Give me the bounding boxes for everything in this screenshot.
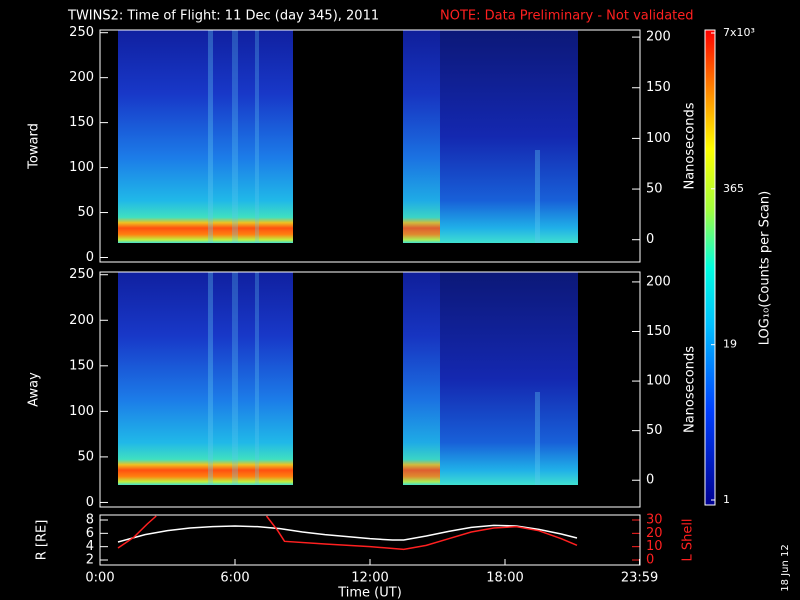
y2-tick-label: 20 — [646, 526, 663, 541]
y-tick-label: 150 — [69, 358, 94, 373]
colorbar-label: LOG₁₀(Counts per Scan) — [758, 191, 773, 346]
y2-tick-label: 0 — [646, 232, 654, 247]
y-axis-label: R [RE] — [35, 520, 50, 561]
plot-frame — [99, 514, 641, 566]
chart-title: TWINS2: Time of Flight: 11 Dec (day 345)… — [67, 9, 379, 24]
y2-tick-label: 0 — [646, 473, 654, 488]
y2-axis-label: L Shell — [681, 518, 696, 561]
x-tick-label: 18:00 — [486, 571, 523, 586]
spectrogram-toward — [118, 30, 578, 243]
x-tick-label: 12:00 — [351, 571, 388, 586]
y-tick-label: 8 — [86, 513, 94, 528]
y2-tick-label: 30 — [646, 513, 663, 528]
plot-frame — [99, 29, 641, 263]
y2-axis-label: Nanoseconds — [683, 346, 698, 433]
y-tick-label: 100 — [69, 404, 94, 419]
y-axis-label: Toward — [27, 123, 42, 170]
y2-tick-label: 10 — [646, 539, 663, 554]
series-line — [117, 524, 578, 543]
y2-tick-label: 200 — [646, 30, 671, 45]
colorbar-tick-label: 1 — [723, 493, 730, 506]
y-tick-label: 200 — [69, 70, 94, 85]
y2-tick-label: 150 — [646, 324, 671, 339]
plot-frame — [99, 271, 641, 508]
y-tick-label: 250 — [69, 25, 94, 40]
y-tick-label: 200 — [69, 313, 94, 328]
y-tick-label: 50 — [77, 449, 94, 464]
y-tick-label: 250 — [69, 267, 94, 282]
spectrogram-away — [118, 272, 578, 485]
y-tick-label: 0 — [86, 250, 94, 265]
y2-tick-label: 100 — [646, 374, 671, 389]
y2-axis-label: Nanoseconds — [683, 102, 698, 189]
colorbar-tick-label: 365 — [723, 182, 744, 195]
colorbar-tick-label: 19 — [723, 338, 737, 351]
y-tick-label: 50 — [77, 205, 94, 220]
y2-tick-label: 150 — [646, 80, 671, 95]
x-tick-label: 23:59 — [621, 571, 658, 586]
x-axis-label: Time (UT) — [337, 586, 402, 600]
y-axis-label: Away — [27, 372, 42, 407]
series-line — [117, 515, 578, 551]
annotation: NOTE: Data Preliminary - Not validated — [440, 9, 694, 24]
y2-tick-label: 50 — [646, 182, 663, 197]
y-tick-label: 0 — [86, 495, 94, 510]
colorbar — [704, 29, 716, 506]
x-tick-label: 0:00 — [85, 571, 114, 586]
y-tick-label: 4 — [86, 539, 94, 554]
y2-tick-label: 0 — [646, 553, 654, 568]
y-tick-label: 2 — [86, 553, 94, 568]
y-tick-label: 6 — [86, 526, 94, 541]
y-tick-label: 150 — [69, 115, 94, 130]
y2-tick-label: 200 — [646, 274, 671, 289]
y2-tick-label: 50 — [646, 423, 663, 438]
y2-tick-label: 100 — [646, 131, 671, 146]
y-tick-label: 100 — [69, 160, 94, 175]
x-tick-label: 6:00 — [220, 571, 249, 586]
date-stamp: 18 Jun 12 — [780, 544, 791, 591]
colorbar-tick-label: 7x10³ — [723, 26, 755, 39]
